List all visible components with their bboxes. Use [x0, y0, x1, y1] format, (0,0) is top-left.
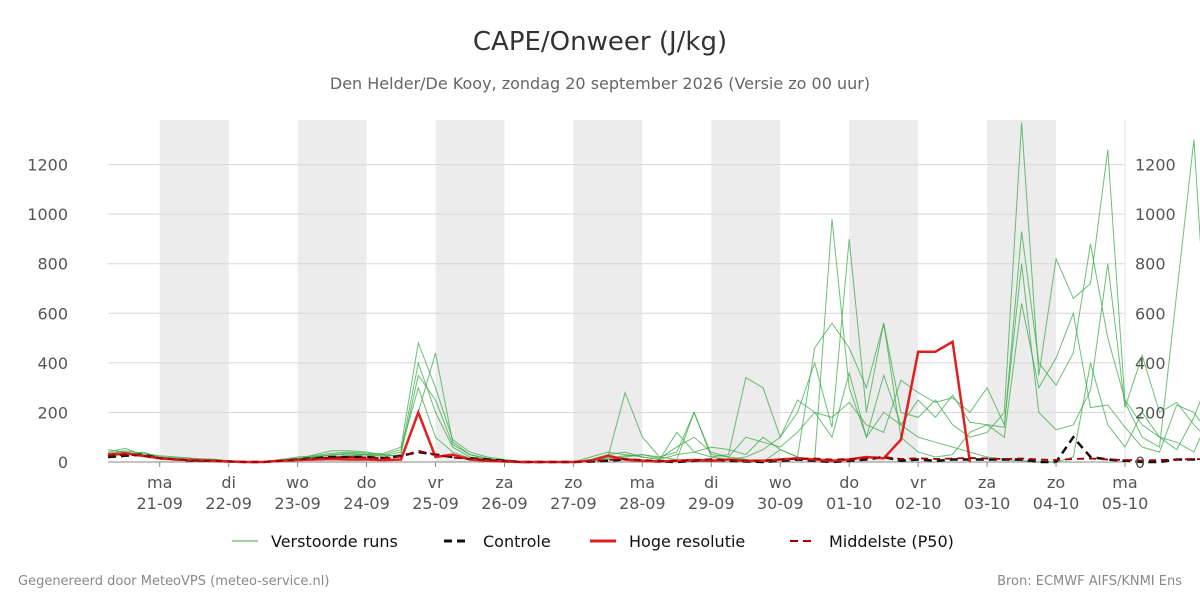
y-tick-left-800: 800 — [37, 255, 68, 274]
x-tick-date-24-09: 24-09 — [343, 494, 390, 513]
x-tick-day-28-09: ma — [630, 473, 655, 492]
legend-ensemble-label: Verstoorde runs — [271, 532, 398, 551]
x-tick-date-23-09: 23-09 — [274, 494, 321, 513]
legend-p50-label: Middelste (P50) — [829, 532, 954, 551]
x-tick-day-29-09: di — [704, 473, 719, 492]
axis-labels: 0 0 200 200 400 400 600 600 800 800 1000 1000 1200 12… — [27, 156, 1175, 513]
x-tick-date-26-09: 26-09 — [481, 494, 528, 513]
x-tick-day-01-10: do — [839, 473, 859, 492]
x-tick-day-04-10: zo — [1047, 473, 1065, 492]
chart-subtitle: Den Helder/De Kooy, zondag 20 september … — [330, 74, 870, 93]
y-tick-left-200: 200 — [37, 403, 68, 422]
x-tick-date-03-10: 03-10 — [964, 494, 1011, 513]
chart-title: CAPE/Onweer (J/kg) — [473, 27, 727, 57]
x-tick-day-02-10: vr — [910, 473, 926, 492]
x-tick-day-21-09: ma — [147, 473, 172, 492]
series-p50 — [107, 449, 1200, 463]
series-layer — [107, 122, 1200, 464]
ensemble-member-4 — [107, 263, 1200, 463]
x-tick-day-30-09: wo — [769, 473, 792, 492]
x-tick-day-26-09: za — [495, 473, 513, 492]
ensemble-member-1 — [107, 303, 1200, 463]
x-tick-day-27-09: zo — [564, 473, 582, 492]
weekend-band-4 — [711, 120, 781, 462]
weekend-band-2 — [435, 120, 505, 462]
x-tick-date-02-10: 02-10 — [895, 494, 942, 513]
x-tick-day-25-09: vr — [427, 473, 443, 492]
weekend-bands — [159, 120, 1057, 462]
y-tick-left-400: 400 — [37, 354, 68, 373]
x-tick-date-28-09: 28-09 — [619, 494, 666, 513]
series-control — [107, 435, 1200, 464]
x-tick-day-22-09: di — [221, 473, 236, 492]
ensemble-member-2 — [107, 122, 1200, 463]
weekend-band-3 — [573, 120, 643, 462]
x-tick-day-05-10: ma — [1112, 473, 1137, 492]
y-tick-right-600: 600 — [1135, 304, 1166, 323]
footer-source: Bron: ECMWF AIFS/KNMI Ens — [997, 574, 1182, 589]
x-tick-day-23-09: wo — [286, 473, 309, 492]
x-tick-date-05-10: 05-10 — [1102, 494, 1149, 513]
y-tick-right-400: 400 — [1135, 354, 1166, 373]
legend: Verstoorde runs Controle Hoge resolutie … — [232, 532, 954, 551]
y-tick-right-1200: 1200 — [1135, 156, 1176, 175]
x-tick-day-03-10: za — [978, 473, 996, 492]
x-tick-date-27-09: 27-09 — [550, 494, 597, 513]
x-tick-date-21-09: 21-09 — [136, 494, 183, 513]
y-tick-right-0: 0 — [1135, 453, 1145, 472]
y-tick-left-600: 600 — [37, 304, 68, 323]
x-tick-date-29-09: 29-09 — [688, 494, 735, 513]
legend-hires-label: Hoge resolutie — [629, 532, 745, 551]
weekend-band-1 — [297, 120, 367, 462]
x-tick-date-04-10: 04-10 — [1033, 494, 1080, 513]
weekend-band-6 — [987, 120, 1057, 462]
x-tick-day-24-09: do — [357, 473, 377, 492]
footer-generated-by: Gegenereerd door MeteoVPS (meteo-service… — [18, 574, 329, 589]
y-tick-left-0: 0 — [58, 453, 68, 472]
x-tick-date-30-09: 30-09 — [757, 494, 804, 513]
x-tick-date-22-09: 22-09 — [205, 494, 252, 513]
y-tick-right-800: 800 — [1135, 255, 1166, 274]
x-tick-date-01-10: 01-10 — [826, 494, 873, 513]
weekend-band-0 — [159, 120, 229, 462]
y-tick-left-1000: 1000 — [27, 205, 68, 224]
series-hires — [107, 339, 972, 464]
legend-control-label: Controle — [483, 532, 551, 551]
y-tick-left-1200: 1200 — [27, 156, 68, 175]
y-tick-right-1000: 1000 — [1135, 205, 1176, 224]
grid-lines — [108, 120, 1126, 463]
y-tick-right-200: 200 — [1135, 403, 1166, 422]
x-tick-date-25-09: 25-09 — [412, 494, 459, 513]
